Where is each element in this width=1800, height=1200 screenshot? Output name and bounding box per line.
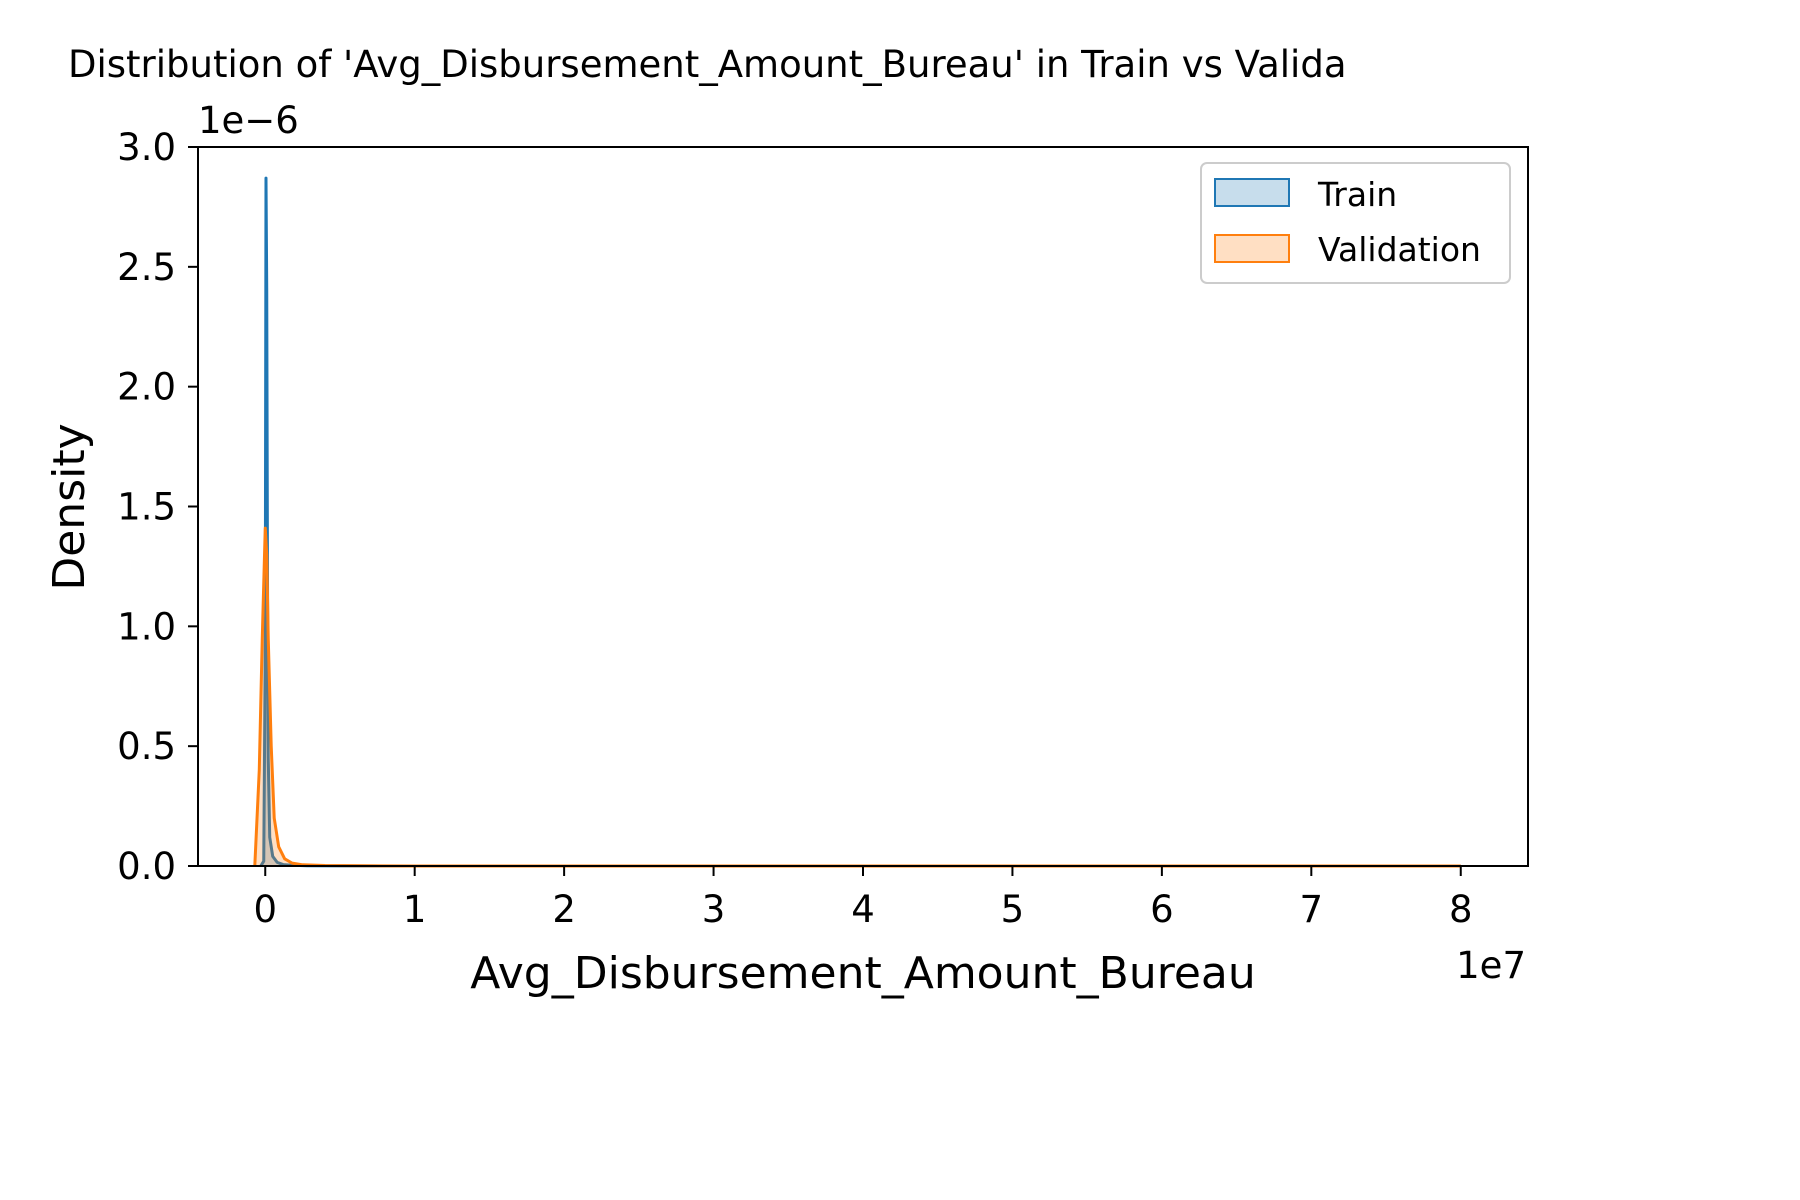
x-tick-label: 7 <box>1300 888 1324 931</box>
x-axis-label: Avg_Disbursement_Amount_Bureau <box>470 948 1256 999</box>
x-tick-label: 6 <box>1150 888 1174 931</box>
x-tick-label: 2 <box>552 888 576 931</box>
legend: Train Validation <box>1200 162 1511 284</box>
x-tick-label: 8 <box>1449 888 1473 931</box>
y-tick-label: 2.0 <box>117 366 176 409</box>
x-tick-label: 0 <box>253 888 277 931</box>
y-tick-label: 0.5 <box>117 725 176 768</box>
series-area-validation <box>254 528 1461 866</box>
series-line-validation <box>253 526 1461 868</box>
legend-label-validation: Validation <box>1318 230 1481 269</box>
chart: Distribution of 'Avg_Disbursement_Amount… <box>44 43 1529 999</box>
y-tick-label: 1.0 <box>117 605 176 648</box>
chart-title: Distribution of 'Avg_Disbursement_Amount… <box>68 43 1347 86</box>
x-tick-label: 5 <box>1001 888 1025 931</box>
y-axis-label: Density <box>44 423 95 590</box>
y-axis-ticks: 0.0 0.5 1.0 1.5 2.0 2.5 3.0 <box>117 126 198 888</box>
legend-frame <box>1200 162 1511 284</box>
legend-swatch-validation <box>1214 234 1290 263</box>
legend-label-train: Train <box>1317 175 1397 214</box>
legend-swatch-train <box>1214 178 1290 207</box>
y-tick-label: 1.5 <box>117 486 176 529</box>
x-offset-label: 1e7 <box>1456 944 1526 987</box>
y-tick-label: 0.0 <box>117 845 176 888</box>
x-tick-label: 1 <box>403 888 427 931</box>
x-tick-label: 3 <box>702 888 726 931</box>
x-axis-ticks: 0 1 2 3 4 5 6 7 8 <box>253 866 1473 931</box>
y-tick-label: 3.0 <box>117 126 176 169</box>
x-tick-label: 4 <box>851 888 875 931</box>
y-offset-label: 1e−6 <box>198 99 299 142</box>
y-tick-label: 2.5 <box>117 246 176 289</box>
plot-frame <box>197 146 1529 867</box>
